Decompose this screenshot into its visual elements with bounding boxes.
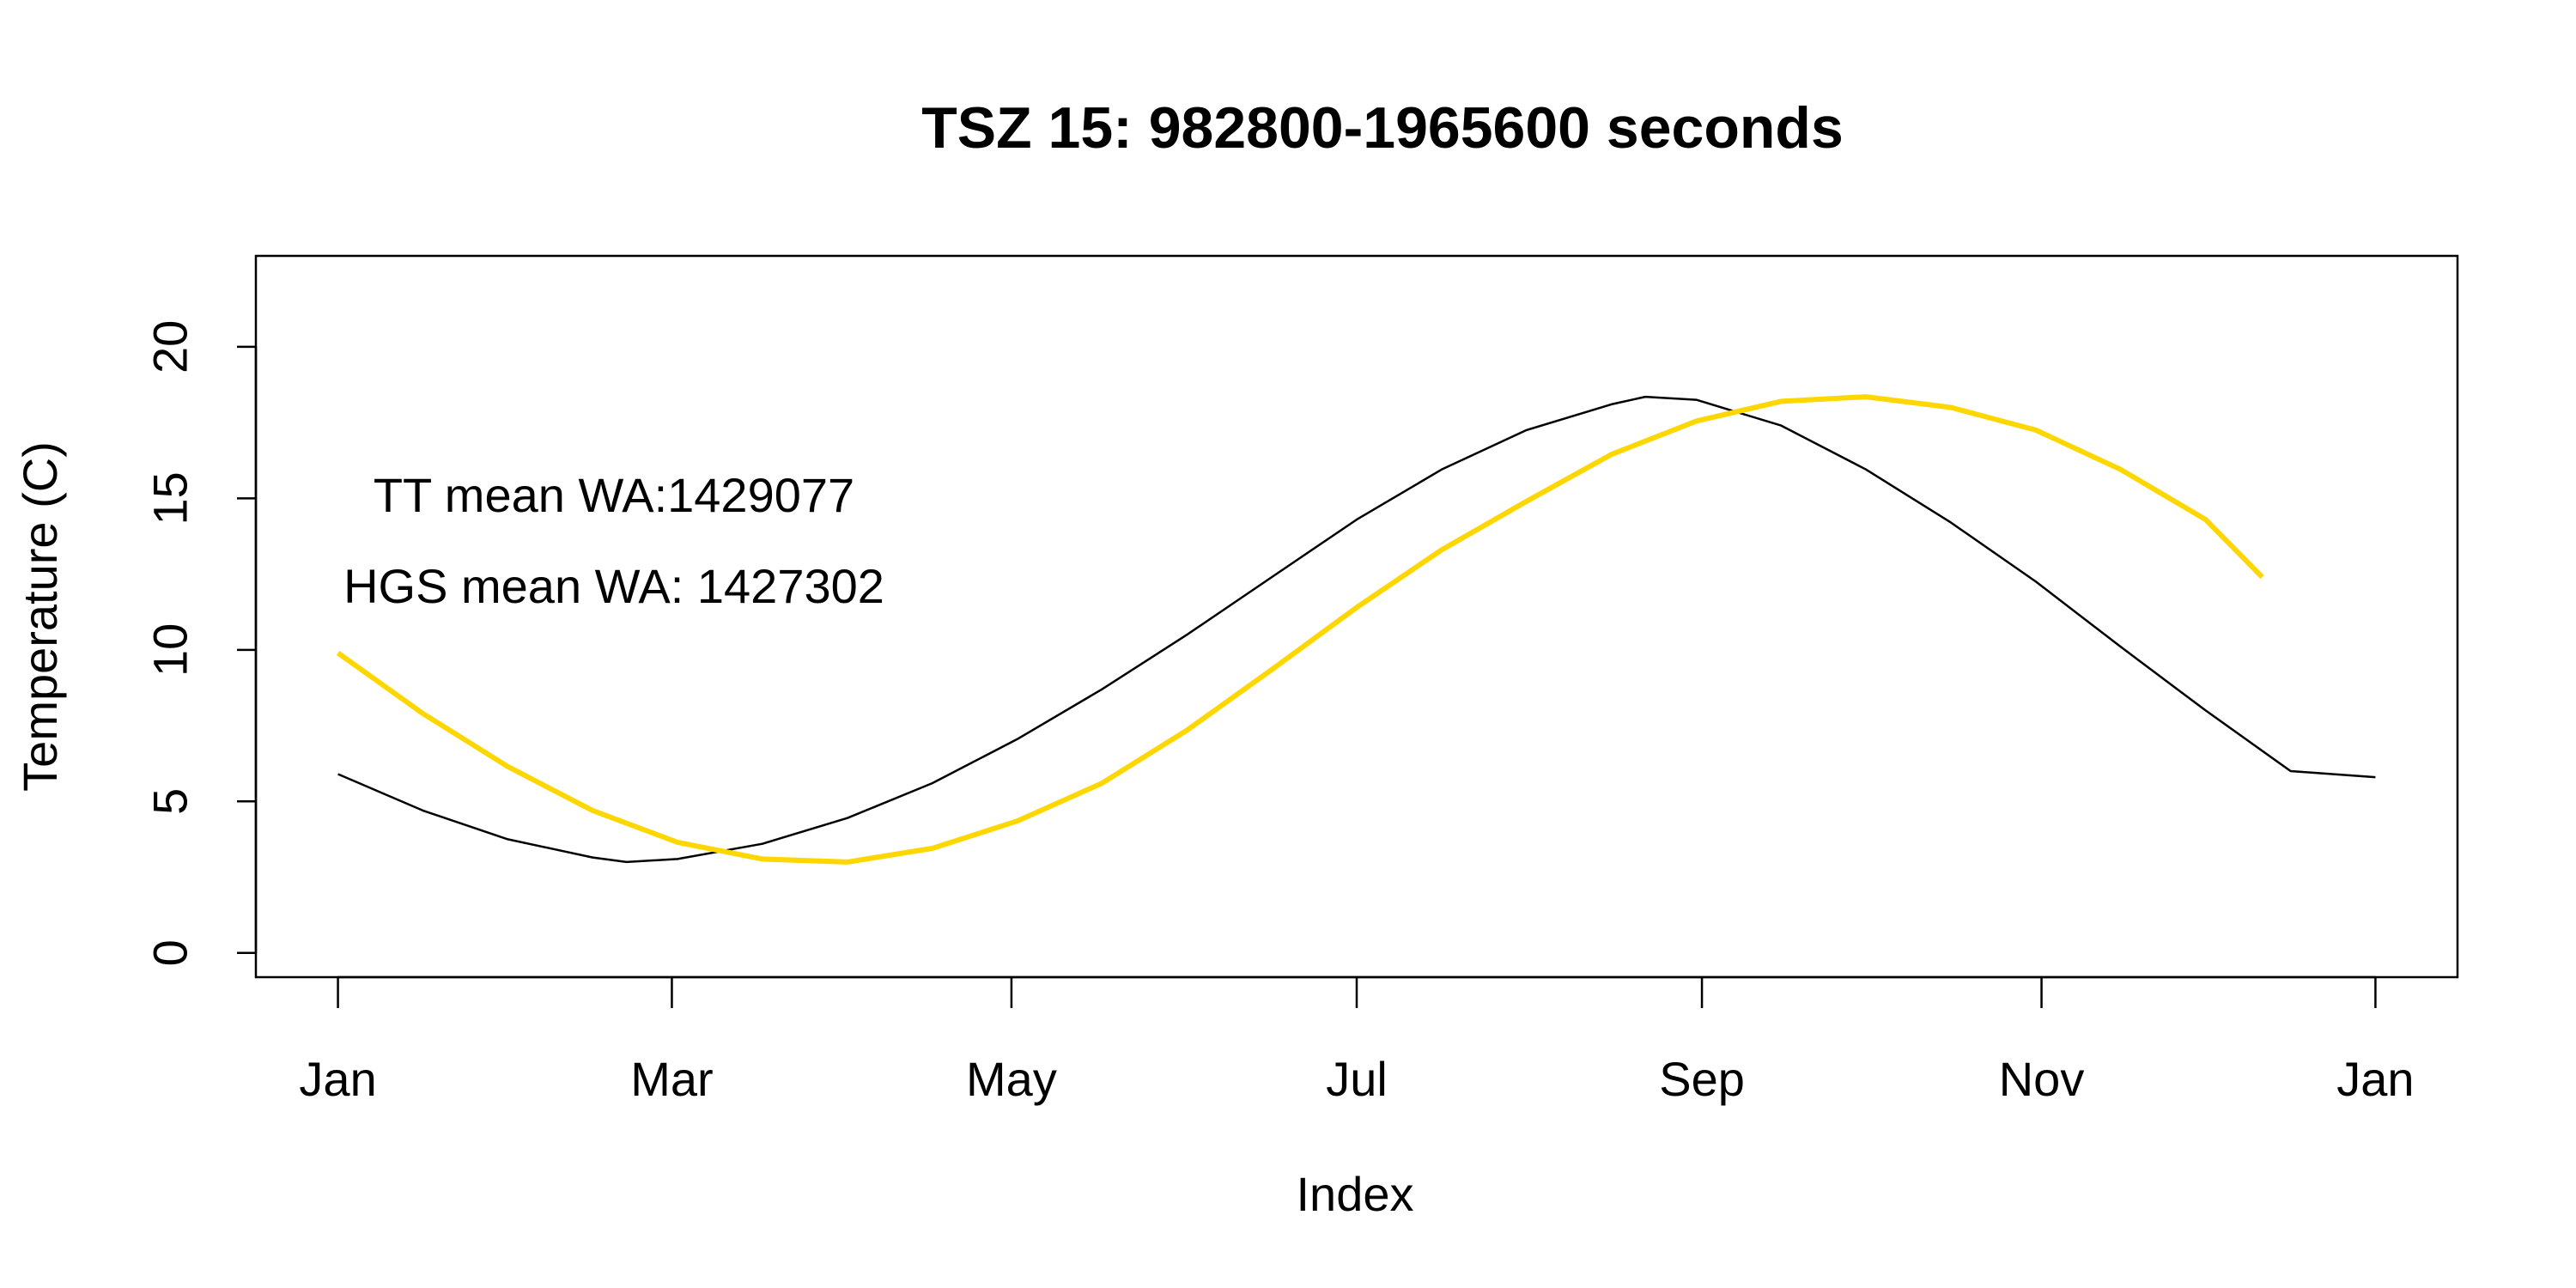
x-axis-label: Index bbox=[1297, 1167, 1414, 1221]
annotation-hgs-mean: HGS mean WA: 1427302 bbox=[343, 559, 884, 613]
annotation-tt-mean: TT mean WA:1429077 bbox=[374, 468, 854, 522]
x-tick-label: Jul bbox=[1326, 1052, 1388, 1106]
x-tick-label: Jan bbox=[2336, 1052, 2414, 1106]
y-axis-label: Temperature (C) bbox=[13, 441, 67, 792]
x-tick-label: Mar bbox=[630, 1052, 713, 1106]
x-tick-label: Nov bbox=[1999, 1052, 2085, 1106]
x-axis: Jan Mar May Jul Sep Nov Jan bbox=[299, 975, 2415, 1106]
x-tick-label: Jan bbox=[299, 1052, 376, 1106]
y-tick-label: 20 bbox=[143, 320, 197, 374]
series-line-black bbox=[337, 395, 2376, 864]
chart-title: TSZ 15: 982800-1965600 seconds bbox=[921, 95, 1844, 161]
series-layer bbox=[336, 394, 2376, 865]
x-tick-label: Sep bbox=[1659, 1052, 1745, 1106]
y-tick-label: 15 bbox=[143, 471, 197, 525]
y-tick-label: 0 bbox=[143, 939, 197, 966]
plot-frame bbox=[254, 254, 2459, 979]
y-tick-label: 5 bbox=[143, 788, 197, 815]
x-tick-label: May bbox=[966, 1052, 1057, 1106]
y-tick-label: 10 bbox=[143, 623, 197, 677]
series-line-yellow bbox=[336, 394, 2264, 865]
y-axis: 0 5 10 15 20 bbox=[143, 320, 258, 966]
